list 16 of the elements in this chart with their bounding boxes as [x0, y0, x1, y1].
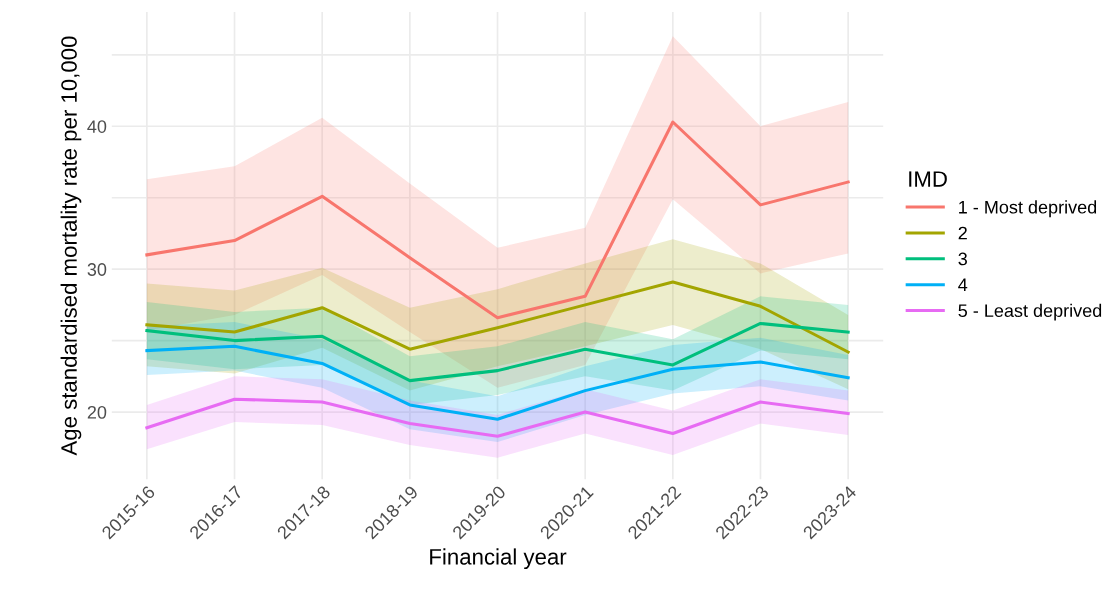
line-series: [145, 120, 850, 320]
legend-label: 1 - Most deprived: [959, 200, 1097, 218]
legend-title: IMD: [909, 171, 947, 187]
line-series: [145, 280, 850, 354]
legend-label: 5 - Least deprived: [958, 303, 1102, 321]
legend-label: 3: [958, 252, 967, 266]
line-series: [145, 321, 850, 383]
y-axis-title: Age standardised mortality rate per 10,000: [60, 36, 82, 456]
line-series: [145, 344, 850, 421]
legend-label: 4: [958, 278, 968, 291]
line-series: [145, 397, 850, 438]
y-tick-label: 40: [87, 120, 107, 133]
y-tick-label: 30: [87, 263, 107, 276]
legend-label: 2: [958, 226, 967, 240]
y-tick-label: 20: [87, 405, 107, 419]
x-axis-title: Financial year: [430, 548, 567, 570]
